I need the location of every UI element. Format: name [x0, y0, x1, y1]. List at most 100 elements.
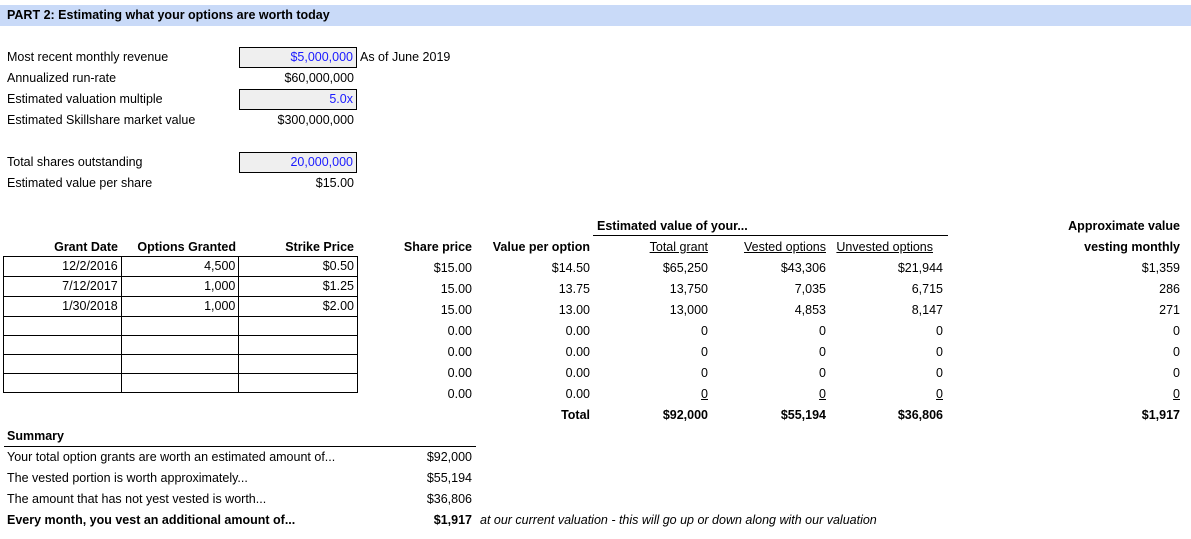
vested-cell: 0	[819, 345, 826, 359]
grant-date-cell[interactable]: 7/12/2017	[3, 276, 122, 297]
summary-monthly-value: $1,917	[433, 513, 472, 527]
vested-sum: $55,194	[780, 408, 826, 422]
value-per-share-label: Estimated value per share	[7, 176, 153, 190]
value-per-option-cell: 0.00	[565, 324, 590, 338]
total-grant-sum: $92,000	[662, 408, 708, 422]
table-row	[3, 335, 358, 355]
strike-price-cell[interactable]	[238, 316, 358, 336]
approx-value-header: Approximate value	[1068, 219, 1180, 233]
table-row: 12/2/2016 4,500 $0.50	[3, 256, 358, 277]
total-label: Total	[561, 408, 590, 422]
unvested-cell: 0	[936, 324, 943, 338]
monthly-vesting-cell: 271	[1159, 303, 1180, 317]
unvested-cell: 0	[936, 387, 943, 401]
vested-cell: 7,035	[794, 282, 826, 296]
grant-date-cell[interactable]	[3, 373, 122, 393]
value-per-option-cell: 0.00	[565, 366, 590, 380]
summary-underline	[4, 446, 476, 447]
options-granted-cell[interactable]	[120, 335, 240, 355]
valuation-note: at our current valuation - this will go …	[480, 513, 877, 527]
options-granted-cell[interactable]	[120, 316, 240, 336]
table-row	[3, 354, 358, 374]
total-grant-cell: 0	[701, 324, 708, 338]
valuation-multiple-input[interactable]: 5.0x	[239, 89, 357, 110]
shares-outstanding-input[interactable]: 20,000,000	[239, 152, 357, 173]
as-of-note: As of June 2019	[360, 50, 451, 64]
monthly-revenue-label: Most recent monthly revenue	[7, 50, 169, 64]
options-granted-cell[interactable]	[120, 354, 240, 374]
grant-date-cell[interactable]	[3, 335, 122, 355]
monthly-vesting-sum: $1,917	[1141, 408, 1180, 422]
total-grant-cell: 13,750	[669, 282, 708, 296]
value-per-share: $15.00	[315, 176, 354, 190]
shares-label: Total shares outstanding	[7, 155, 143, 169]
value-per-option-cell: $14.50	[551, 261, 590, 275]
strike-price-cell[interactable]	[238, 373, 358, 393]
share-price-cell: 15.00	[440, 303, 472, 317]
vested-cell: 0	[819, 366, 826, 380]
section-title-bar	[0, 5, 1191, 26]
unvested-cell: 0	[936, 345, 943, 359]
total-grant-cell: 0	[701, 366, 708, 380]
col-options-granted-header: Options Granted	[137, 240, 236, 254]
options-granted-cell[interactable]: 1,000	[120, 276, 240, 297]
market-value-label: Estimated Skillshare market value	[7, 113, 196, 127]
estimated-value-header: Estimated value of your...	[597, 219, 748, 233]
monthly-vesting-cell: 286	[1159, 282, 1180, 296]
unvested-sum: $36,806	[897, 408, 943, 422]
table-row: 1/30/2018 1,000 $2.00	[3, 296, 358, 317]
strike-price-cell[interactable]: $0.50	[238, 256, 358, 277]
summary-total-label: Your total option grants are worth an es…	[7, 450, 336, 464]
grant-date-cell[interactable]	[3, 354, 122, 374]
monthly-revenue-input[interactable]: $5,000,000	[239, 47, 357, 68]
col-strike-price-header: Strike Price	[285, 240, 354, 254]
value-per-option-cell: 13.75	[558, 282, 590, 296]
col-unvested-header: Unvested options	[836, 240, 933, 254]
share-price-cell: 0.00	[447, 387, 472, 401]
summary-total-value: $92,000	[426, 450, 472, 464]
table-row	[3, 316, 358, 336]
run-rate-label: Annualized run-rate	[7, 71, 117, 85]
table-row: 7/12/2017 1,000 $1.25	[3, 276, 358, 297]
grants-input-grid: 12/2/2016 4,500 $0.50 7/12/2017 1,000 $1…	[3, 256, 358, 393]
col-share-price-header: Share price	[403, 240, 472, 254]
col-grant-date-header: Grant Date	[54, 240, 118, 254]
strike-price-cell[interactable]	[238, 335, 358, 355]
market-value: $300,000,000	[277, 113, 354, 127]
strike-price-cell[interactable]: $2.00	[238, 296, 358, 317]
multiple-label: Estimated valuation multiple	[7, 92, 163, 106]
summary-unvested-label: The amount that has not yest vested is w…	[7, 492, 267, 506]
monthly-vesting-cell: 0	[1173, 387, 1180, 401]
options-granted-cell[interactable]	[120, 373, 240, 393]
col-value-per-option-header: Value per option	[492, 240, 590, 254]
grant-date-cell[interactable]	[3, 316, 122, 336]
share-price-cell: 0.00	[447, 324, 472, 338]
unvested-cell: 0	[936, 366, 943, 380]
vested-cell: 4,853	[794, 303, 826, 317]
estimated-value-underline	[593, 235, 948, 236]
total-grant-cell: 0	[701, 387, 708, 401]
monthly-vesting-cell: $1,359	[1141, 261, 1180, 275]
share-price-cell: 15.00	[440, 282, 472, 296]
unvested-cell: $21,944	[897, 261, 943, 275]
options-granted-cell[interactable]: 4,500	[120, 256, 240, 277]
unvested-cell: 6,715	[911, 282, 943, 296]
strike-price-cell[interactable]: $1.25	[238, 276, 358, 297]
summary-vested-value: $55,194	[426, 471, 472, 485]
share-price-cell: 0.00	[447, 345, 472, 359]
section-title: PART 2: Estimating what your options are…	[7, 8, 330, 22]
grant-date-cell[interactable]: 1/30/2018	[3, 296, 122, 317]
value-per-option-cell: 0.00	[565, 387, 590, 401]
options-granted-cell[interactable]: 1,000	[120, 296, 240, 317]
monthly-vesting-cell: 0	[1173, 324, 1180, 338]
monthly-vesting-cell: 0	[1173, 345, 1180, 359]
unvested-cell: 8,147	[911, 303, 943, 317]
run-rate-value: $60,000,000	[284, 71, 354, 85]
summary-unvested-value: $36,806	[426, 492, 472, 506]
vested-cell: $43,306	[780, 261, 826, 275]
table-row	[3, 373, 358, 393]
strike-price-cell[interactable]	[238, 354, 358, 374]
total-grant-cell: 0	[701, 345, 708, 359]
grant-date-cell[interactable]: 12/2/2016	[3, 256, 122, 277]
summary-monthly-label: Every month, you vest an additional amou…	[7, 513, 296, 527]
